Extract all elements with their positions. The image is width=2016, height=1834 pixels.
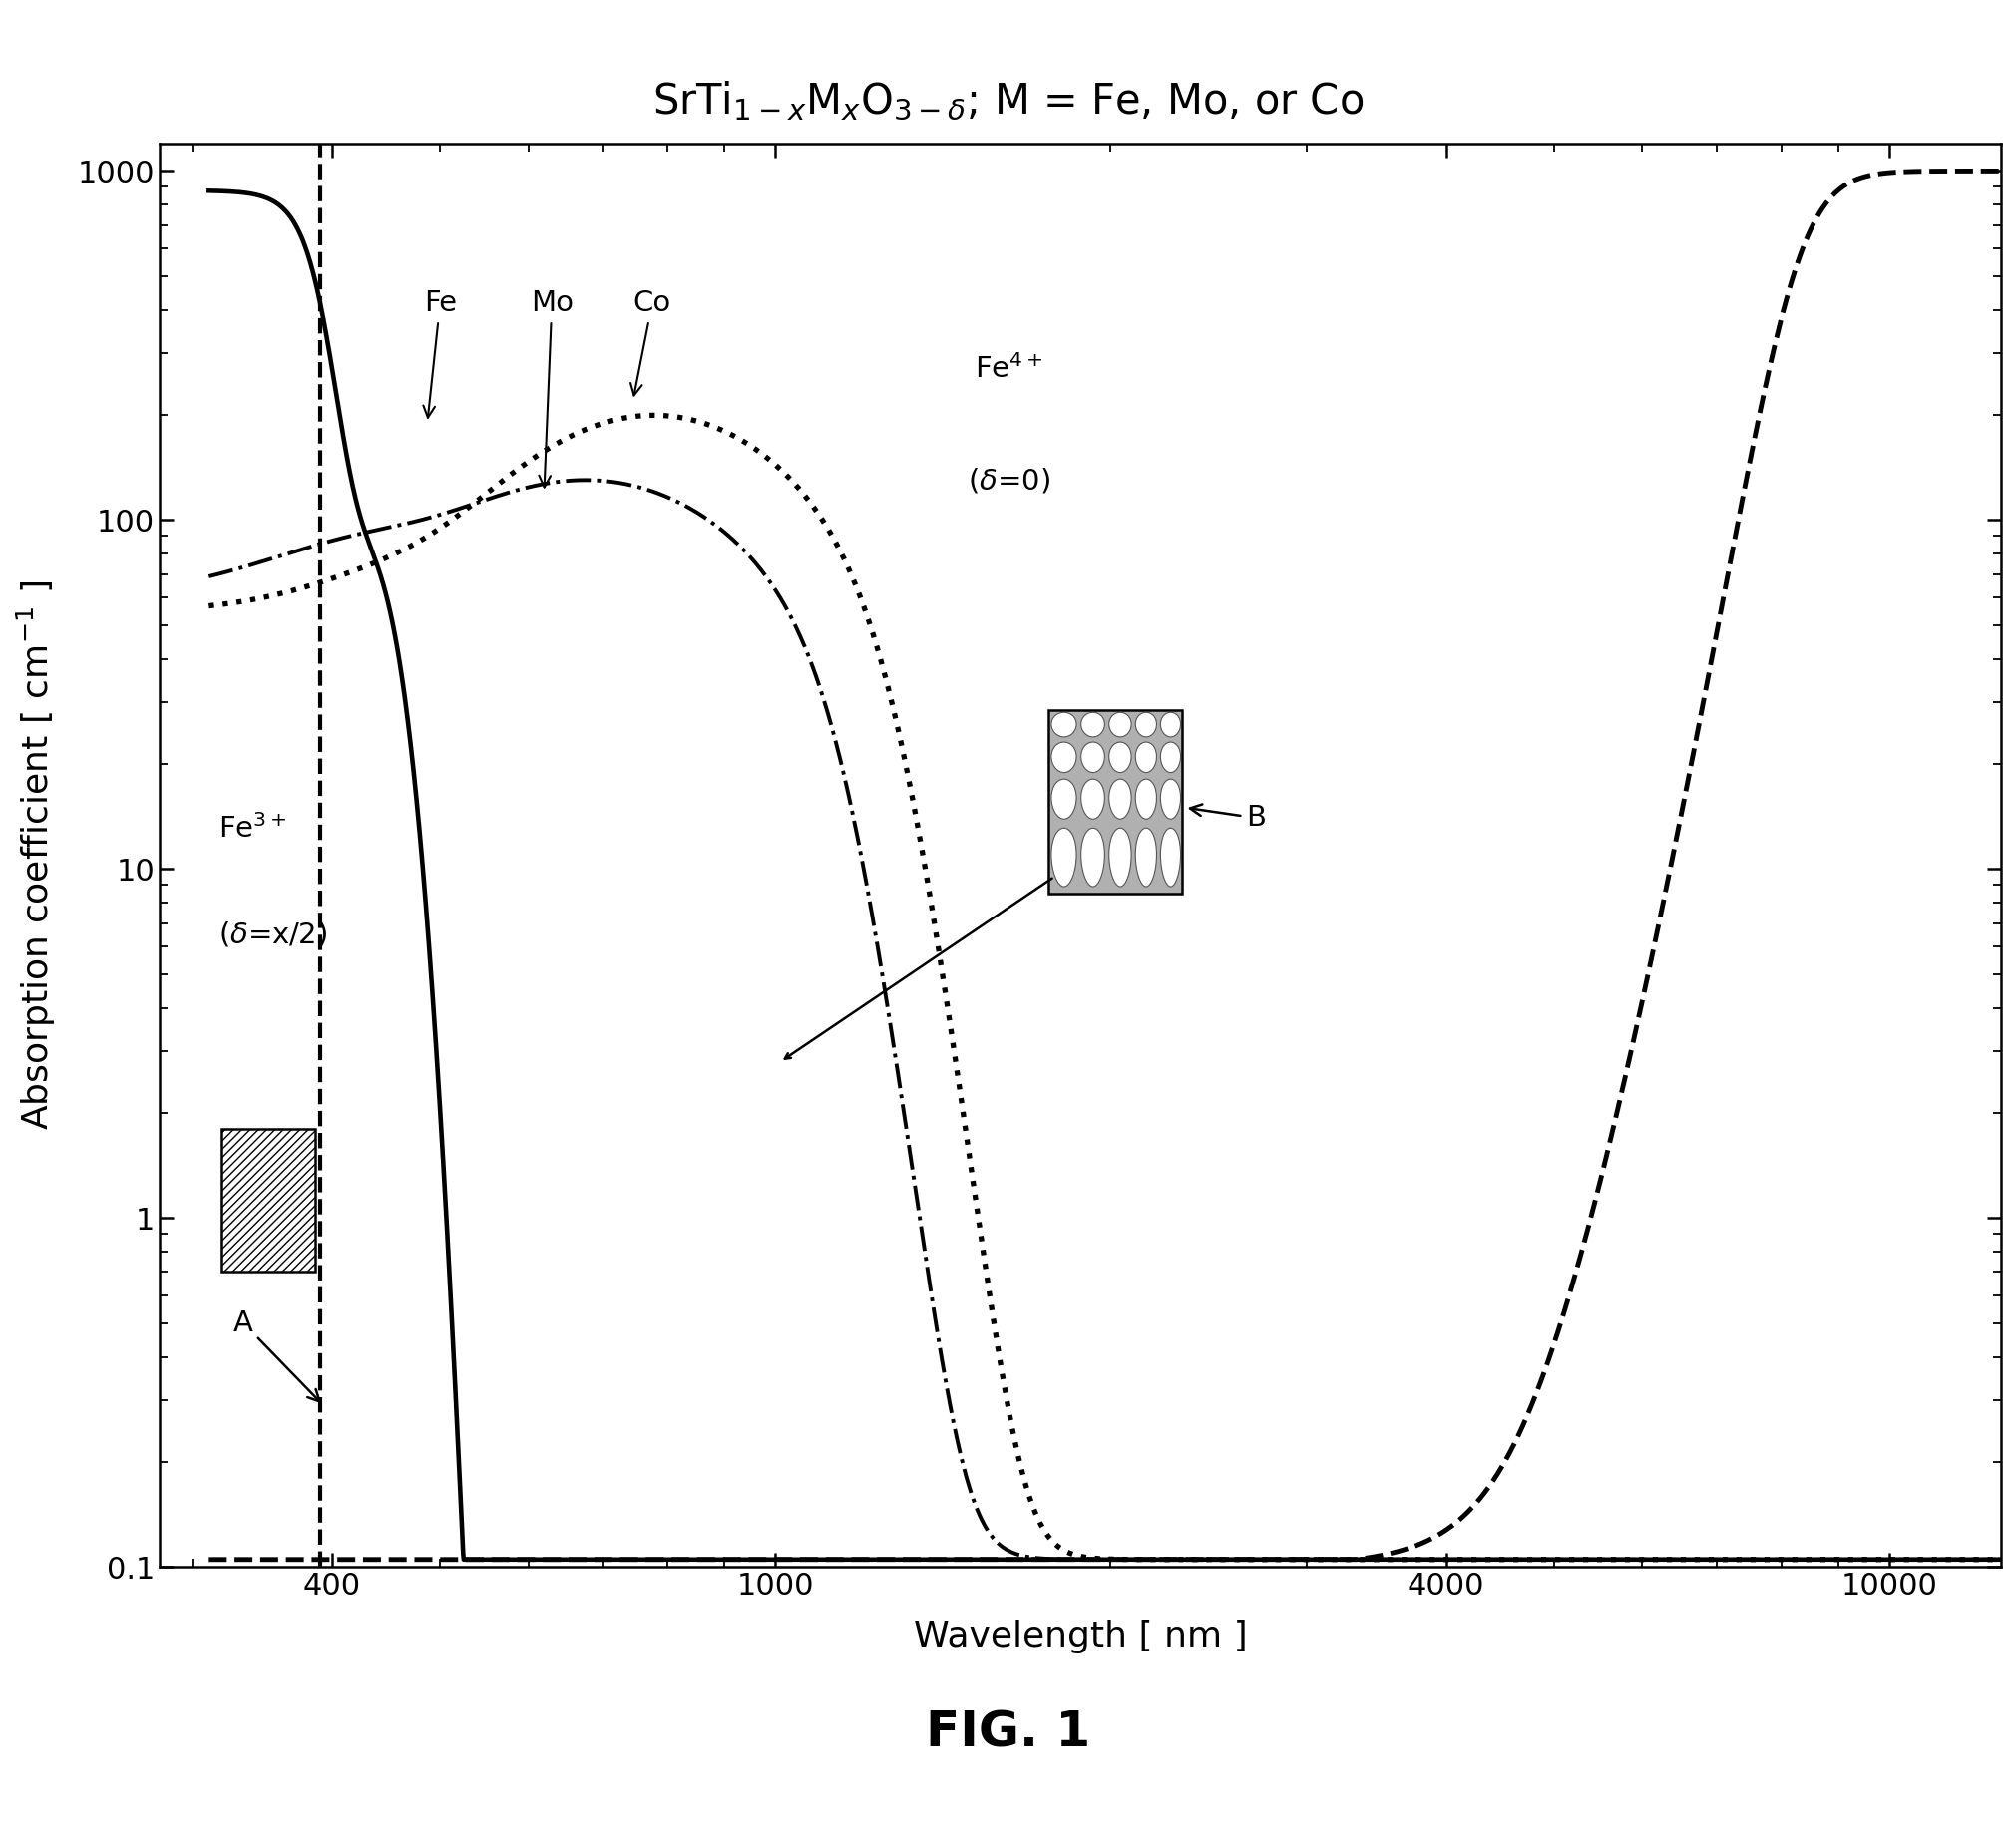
Bar: [1048, 710, 1183, 893]
Bar: [222, 1130, 314, 1273]
Text: Fe$^{4+}$: Fe$^{4+}$: [974, 354, 1042, 385]
Ellipse shape: [1135, 827, 1157, 886]
Ellipse shape: [1081, 779, 1105, 820]
Ellipse shape: [1161, 712, 1181, 737]
Text: A: A: [234, 1309, 321, 1401]
Ellipse shape: [1081, 712, 1105, 737]
Ellipse shape: [1109, 712, 1131, 737]
Ellipse shape: [1050, 779, 1077, 820]
Text: Fe$^{3+}$: Fe$^{3+}$: [218, 814, 286, 844]
Ellipse shape: [1161, 743, 1181, 772]
Ellipse shape: [1109, 743, 1131, 772]
Ellipse shape: [1081, 827, 1105, 886]
Ellipse shape: [1050, 827, 1077, 886]
Text: Co: Co: [631, 290, 671, 396]
Text: Mo: Mo: [530, 290, 573, 488]
Y-axis label: Absorption coefficient [ cm$^{-1}$ ]: Absorption coefficient [ cm$^{-1}$ ]: [14, 580, 58, 1130]
Ellipse shape: [1161, 827, 1181, 886]
X-axis label: Wavelength [ nm ]: Wavelength [ nm ]: [913, 1619, 1248, 1654]
Ellipse shape: [1135, 743, 1157, 772]
Ellipse shape: [1161, 779, 1181, 820]
Text: SrTi$_{1-x}$M$_x$O$_{3-\delta}$; M = Fe, Mo, or Co: SrTi$_{1-x}$M$_x$O$_{3-\delta}$; M = Fe,…: [653, 79, 1363, 123]
Ellipse shape: [1109, 827, 1131, 886]
Text: Fe: Fe: [423, 290, 456, 418]
Text: FIG. 1: FIG. 1: [925, 1709, 1091, 1757]
Ellipse shape: [1135, 779, 1157, 820]
Ellipse shape: [1081, 743, 1105, 772]
Ellipse shape: [1050, 743, 1077, 772]
Text: B: B: [1189, 803, 1266, 833]
Ellipse shape: [1135, 712, 1157, 737]
Ellipse shape: [1050, 712, 1077, 737]
Ellipse shape: [1109, 779, 1131, 820]
Text: ($\delta$=0): ($\delta$=0): [968, 466, 1050, 495]
Text: ($\delta$=x/2): ($\delta$=x/2): [218, 921, 327, 948]
